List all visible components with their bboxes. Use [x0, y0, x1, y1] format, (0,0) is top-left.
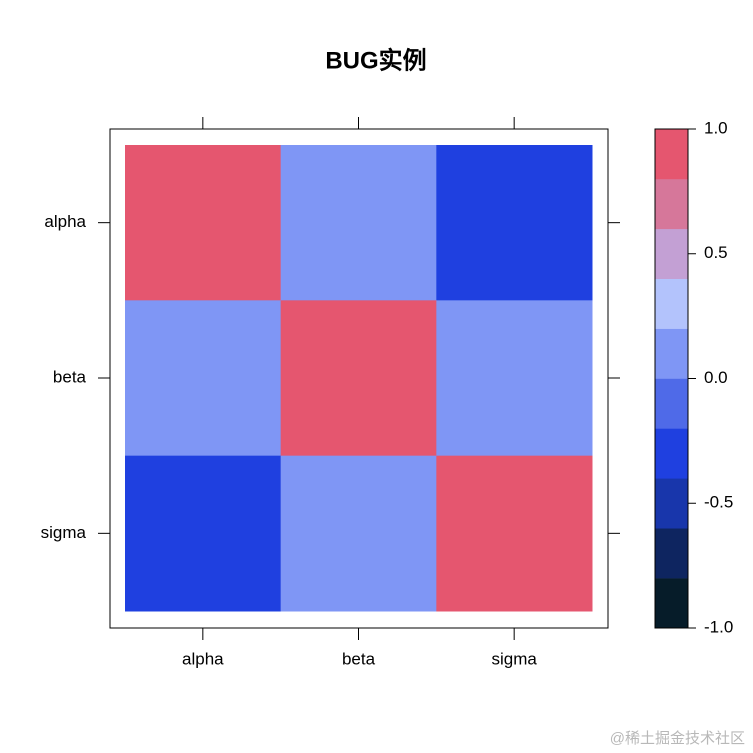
colorbar-band [655, 178, 688, 230]
chart-title: BUG实例 [325, 46, 426, 74]
heatmap-cell [280, 455, 437, 612]
colorbar-tick-label: 1.0 [704, 118, 728, 137]
colorbar-band [655, 428, 688, 479]
colorbar-band [655, 528, 688, 579]
colorbar-band [655, 278, 688, 329]
y-tick-label: alpha [44, 212, 86, 231]
colorbar-band [655, 478, 688, 529]
colorbar-tick-label: -0.5 [704, 493, 733, 512]
heatmap-cell [280, 300, 437, 457]
heatmap-cell [280, 145, 437, 301]
heatmap-cell [125, 145, 282, 301]
heatmap-cell [436, 300, 593, 457]
colorbar-tick-label: 0.0 [704, 368, 728, 387]
colorbar-band [655, 228, 688, 279]
colorbar-tick-label: 0.5 [704, 243, 728, 262]
heatmap-cell [436, 455, 593, 612]
heatmap-cell [125, 300, 282, 457]
heatmap-cell [436, 145, 593, 301]
colorbar-band [655, 378, 688, 429]
y-tick-label: sigma [41, 523, 87, 542]
colorbar-band [655, 129, 688, 180]
x-tick-label: sigma [491, 649, 537, 668]
y-tick-label: beta [53, 367, 87, 386]
heatmap-cell [125, 455, 282, 612]
x-tick-label: alpha [182, 649, 224, 668]
colorbar-tick-label: -1.0 [704, 617, 733, 636]
watermark: @稀土掘金技术社区 [610, 730, 745, 747]
colorbar-band [655, 328, 688, 379]
x-tick-label: beta [342, 649, 376, 668]
colorbar-band [655, 578, 688, 629]
